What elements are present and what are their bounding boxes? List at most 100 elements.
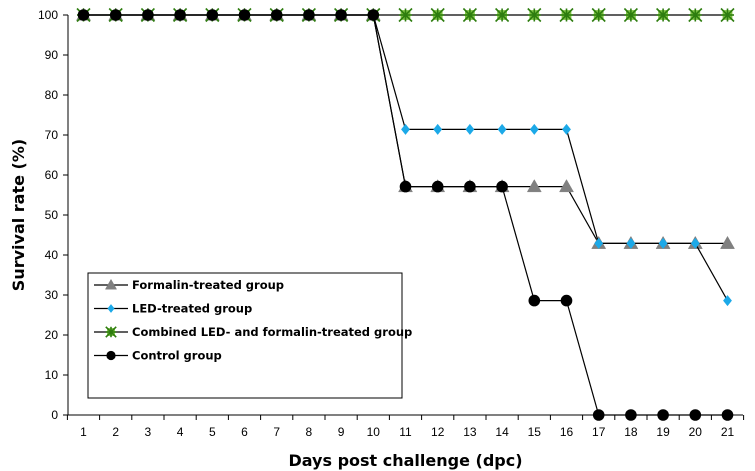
x-tick-label: 16 xyxy=(560,425,574,439)
triangle-marker xyxy=(526,179,542,193)
diamond-marker xyxy=(497,123,507,135)
circle-marker xyxy=(270,9,283,21)
legend: Formalin-treated group LED-treated group C… xyxy=(87,272,412,399)
x-tick-label: 18 xyxy=(624,425,638,439)
diamond-marker xyxy=(529,123,539,135)
circle-marker xyxy=(77,9,90,21)
triangle-marker xyxy=(720,235,735,249)
series-line xyxy=(83,14,729,301)
diamond-marker xyxy=(690,237,700,249)
star-marker xyxy=(430,7,445,23)
circle-marker xyxy=(367,9,380,21)
circle-marker xyxy=(625,409,637,421)
diamond-marker xyxy=(594,237,604,249)
y-tick-label: 90 xyxy=(45,48,59,62)
x-tick-label: 6 xyxy=(241,425,248,439)
diamond-marker xyxy=(658,237,668,249)
circle-marker xyxy=(206,9,219,21)
legend-label: Combined LED- and formalin-treated group xyxy=(132,325,412,339)
star-marker xyxy=(656,7,671,23)
x-tick-label: 19 xyxy=(656,425,670,439)
x-tick-label: 14 xyxy=(495,425,509,439)
x-tick-label: 17 xyxy=(592,425,606,439)
x-tick-label: 10 xyxy=(367,425,381,439)
circle-marker xyxy=(528,294,541,307)
circle-marker xyxy=(464,180,476,193)
x-tick-label: 9 xyxy=(338,425,345,439)
circle-marker xyxy=(560,294,573,307)
y-tick-label: 60 xyxy=(45,168,59,182)
diamond-marker xyxy=(107,304,115,313)
x-tick-label: 7 xyxy=(273,425,280,439)
y-tick-label: 0 xyxy=(51,408,58,422)
circle-marker xyxy=(689,409,702,421)
y-tick-label: 50 xyxy=(45,208,59,222)
circle-marker xyxy=(142,9,154,21)
star-marker xyxy=(462,7,477,23)
legend-label: Formalin-treated group xyxy=(132,278,284,292)
star-marker xyxy=(623,7,638,23)
x-tick-label: 8 xyxy=(306,425,313,439)
star-marker xyxy=(720,7,735,23)
series-diamond xyxy=(79,9,732,307)
star-marker xyxy=(527,7,542,23)
x-tick-label: 3 xyxy=(145,425,152,439)
circle-marker xyxy=(303,9,315,21)
legend-item: LED-treated group xyxy=(94,302,252,316)
star-marker xyxy=(559,7,574,23)
circle-marker xyxy=(238,9,251,21)
circle-marker xyxy=(721,409,734,421)
x-tick-label: 5 xyxy=(209,425,216,439)
x-tick-label: 20 xyxy=(689,425,703,439)
circle-marker xyxy=(335,9,347,21)
x-tick-label: 15 xyxy=(528,425,542,439)
star-marker xyxy=(495,7,510,23)
x-tick-label: 1 xyxy=(80,425,87,439)
circle-marker xyxy=(657,409,669,421)
diamond-marker xyxy=(723,295,732,307)
star-marker xyxy=(591,7,606,23)
x-tick-label: 4 xyxy=(177,425,184,439)
series-layer xyxy=(76,7,735,421)
x-tick-label: 21 xyxy=(721,425,735,439)
circle-marker xyxy=(592,409,605,421)
diamond-marker xyxy=(562,123,571,135)
star-marker xyxy=(105,326,117,338)
circle-marker xyxy=(109,9,122,21)
star-marker xyxy=(688,7,703,23)
x-axis-title: Days post challenge (dpc) xyxy=(288,451,522,470)
series-circle xyxy=(77,9,734,421)
x-tick-label: 12 xyxy=(431,425,445,439)
triangle-marker xyxy=(559,179,574,193)
y-tick-label: 70 xyxy=(45,128,59,142)
y-axis-title: Survival rate (%) xyxy=(9,139,28,291)
x-tick-label: 11 xyxy=(399,425,412,439)
circle-marker xyxy=(399,180,412,193)
diamond-marker xyxy=(401,123,410,135)
diamond-marker xyxy=(433,123,443,135)
x-tick-label: 2 xyxy=(112,425,119,439)
diamond-marker xyxy=(626,237,636,249)
y-tick-label: 80 xyxy=(45,88,59,102)
circle-marker xyxy=(174,9,186,21)
triangle-marker xyxy=(104,278,118,290)
circle-marker xyxy=(496,180,508,193)
legend-label: Control group xyxy=(132,349,222,363)
y-tick-label: 10 xyxy=(45,368,59,382)
circle-marker xyxy=(431,180,444,193)
circle-marker xyxy=(106,350,116,361)
legend-item: Combined LED- and formalin-treated group xyxy=(94,325,412,339)
legend-label: LED-treated group xyxy=(132,302,252,316)
diamond-marker xyxy=(465,123,475,135)
y-tick-label: 30 xyxy=(45,288,59,302)
star-marker xyxy=(398,7,413,23)
y-tick-label: 20 xyxy=(45,328,59,342)
x-tick-label: 13 xyxy=(463,425,477,439)
legend-box xyxy=(87,272,403,399)
y-tick-label: 100 xyxy=(38,8,58,22)
y-tick-label: 40 xyxy=(45,248,59,262)
legend-item: Control group xyxy=(94,349,222,363)
legend-item: Formalin-treated group xyxy=(94,278,284,292)
